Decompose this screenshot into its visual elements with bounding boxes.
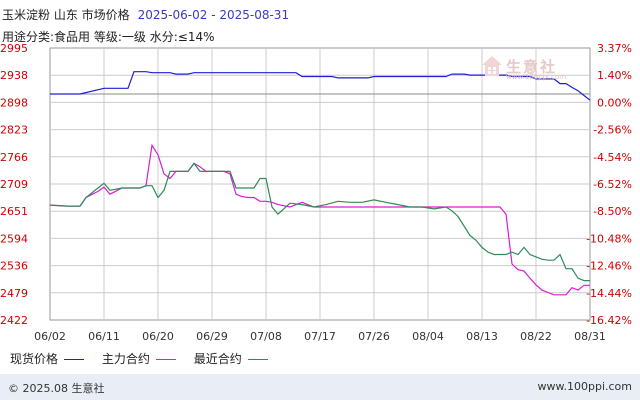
y-right-tick-label: -2.56% [593, 124, 632, 137]
y-right-tick-label: -16.42% [586, 314, 632, 327]
x-tick-label: 08/13 [466, 330, 498, 343]
legend-label-spot: 现货价格 [10, 352, 59, 366]
title-text: 玉米淀粉 山东 市场价格 [2, 8, 130, 22]
y-left-tick-label: 2651 [0, 205, 28, 218]
y-right-tick-label: -8.50% [593, 205, 632, 218]
legend-item-recent: 最近合约 [194, 350, 268, 367]
x-tick-label: 06/02 [34, 330, 66, 343]
x-tick-label: 06/29 [196, 330, 228, 343]
y-left-tick-label: 2594 [0, 232, 28, 245]
legend-item-main: 主力合约 [102, 350, 176, 367]
chart-header: 玉米淀粉 山东 市场价格 2025-06-02 - 2025-08-31 用途分类… [2, 0, 638, 46]
footer-bar: © 2025.08 生意社 www.100ppi.com [0, 374, 640, 400]
y-right-tick-label: -4.54% [593, 151, 632, 164]
chart-title: 玉米淀粉 山东 市场价格 2025-06-02 - 2025-08-31 [2, 6, 289, 23]
legend-swatch-main [155, 359, 176, 360]
legend-label-recent: 最近合约 [193, 352, 242, 366]
y-left-tick-label: 2536 [0, 260, 28, 273]
y-left-tick-label: 2898 [0, 96, 28, 109]
y-left-tick-label: 2422 [0, 314, 28, 327]
y-left-tick-label: 2479 [0, 287, 28, 300]
x-tick-label: 07/26 [358, 330, 390, 343]
x-tick-label: 08/22 [520, 330, 552, 343]
legend-item-spot: 现货价格 [10, 350, 85, 367]
watermark-url: www.100ppi.com [506, 73, 567, 81]
price-chart: 2995 2938 2898 2823 2766 2709 2651 2594 2536 2479… [0, 42, 632, 343]
y-right-tick-label: 1.40% [597, 69, 632, 82]
legend-swatch-spot [64, 359, 85, 360]
series-line-recent [49, 162, 590, 282]
x-tick-label: 06/20 [142, 330, 174, 343]
y-right-tick-label: -10.48% [586, 232, 632, 245]
x-tick-label: 06/11 [88, 330, 120, 343]
x-tick-label: 07/08 [250, 330, 282, 343]
series-line-spot [50, 71, 591, 101]
y-left-tick-label: 2709 [0, 178, 28, 191]
y-left-tick-label: 2995 [0, 42, 28, 55]
x-tick-label: 08/31 [574, 330, 606, 343]
watermark-text: 生意社 [506, 58, 558, 76]
y-right-tick-label: -14.44% [586, 287, 632, 300]
x-tick-label: 08/04 [412, 330, 444, 343]
y-right-tick-label: -6.52% [593, 178, 632, 191]
legend-label-main: 主力合约 [101, 352, 150, 366]
x-tick-label: 07/17 [304, 330, 336, 343]
y-left-tick-label: 2823 [0, 124, 28, 137]
date-range: 2025-06-02 - 2025-08-31 [137, 8, 290, 22]
house-icon [482, 56, 502, 76]
legend-swatch-recent [247, 359, 268, 360]
chart-legend: 现货价格 主力合约 最近合约 [10, 350, 282, 368]
y-left-tick-label: 2938 [0, 69, 28, 82]
footer-copyright: © 2025.08 生意社 [8, 382, 105, 395]
y-right-tick-label: 0.00% [597, 96, 632, 109]
y-left-tick-label: 2766 [0, 151, 28, 164]
y-right-tick-label: 3.37% [597, 42, 632, 55]
chart-subtitle: 用途分类:食品用 等级:一级 水分:≤14% [2, 30, 215, 44]
footer-site: www.100ppi.com [537, 380, 632, 393]
watermark-logo: 生意社 www.100ppi.com [480, 54, 580, 81]
y-right-tick-label: -12.46% [586, 260, 632, 273]
